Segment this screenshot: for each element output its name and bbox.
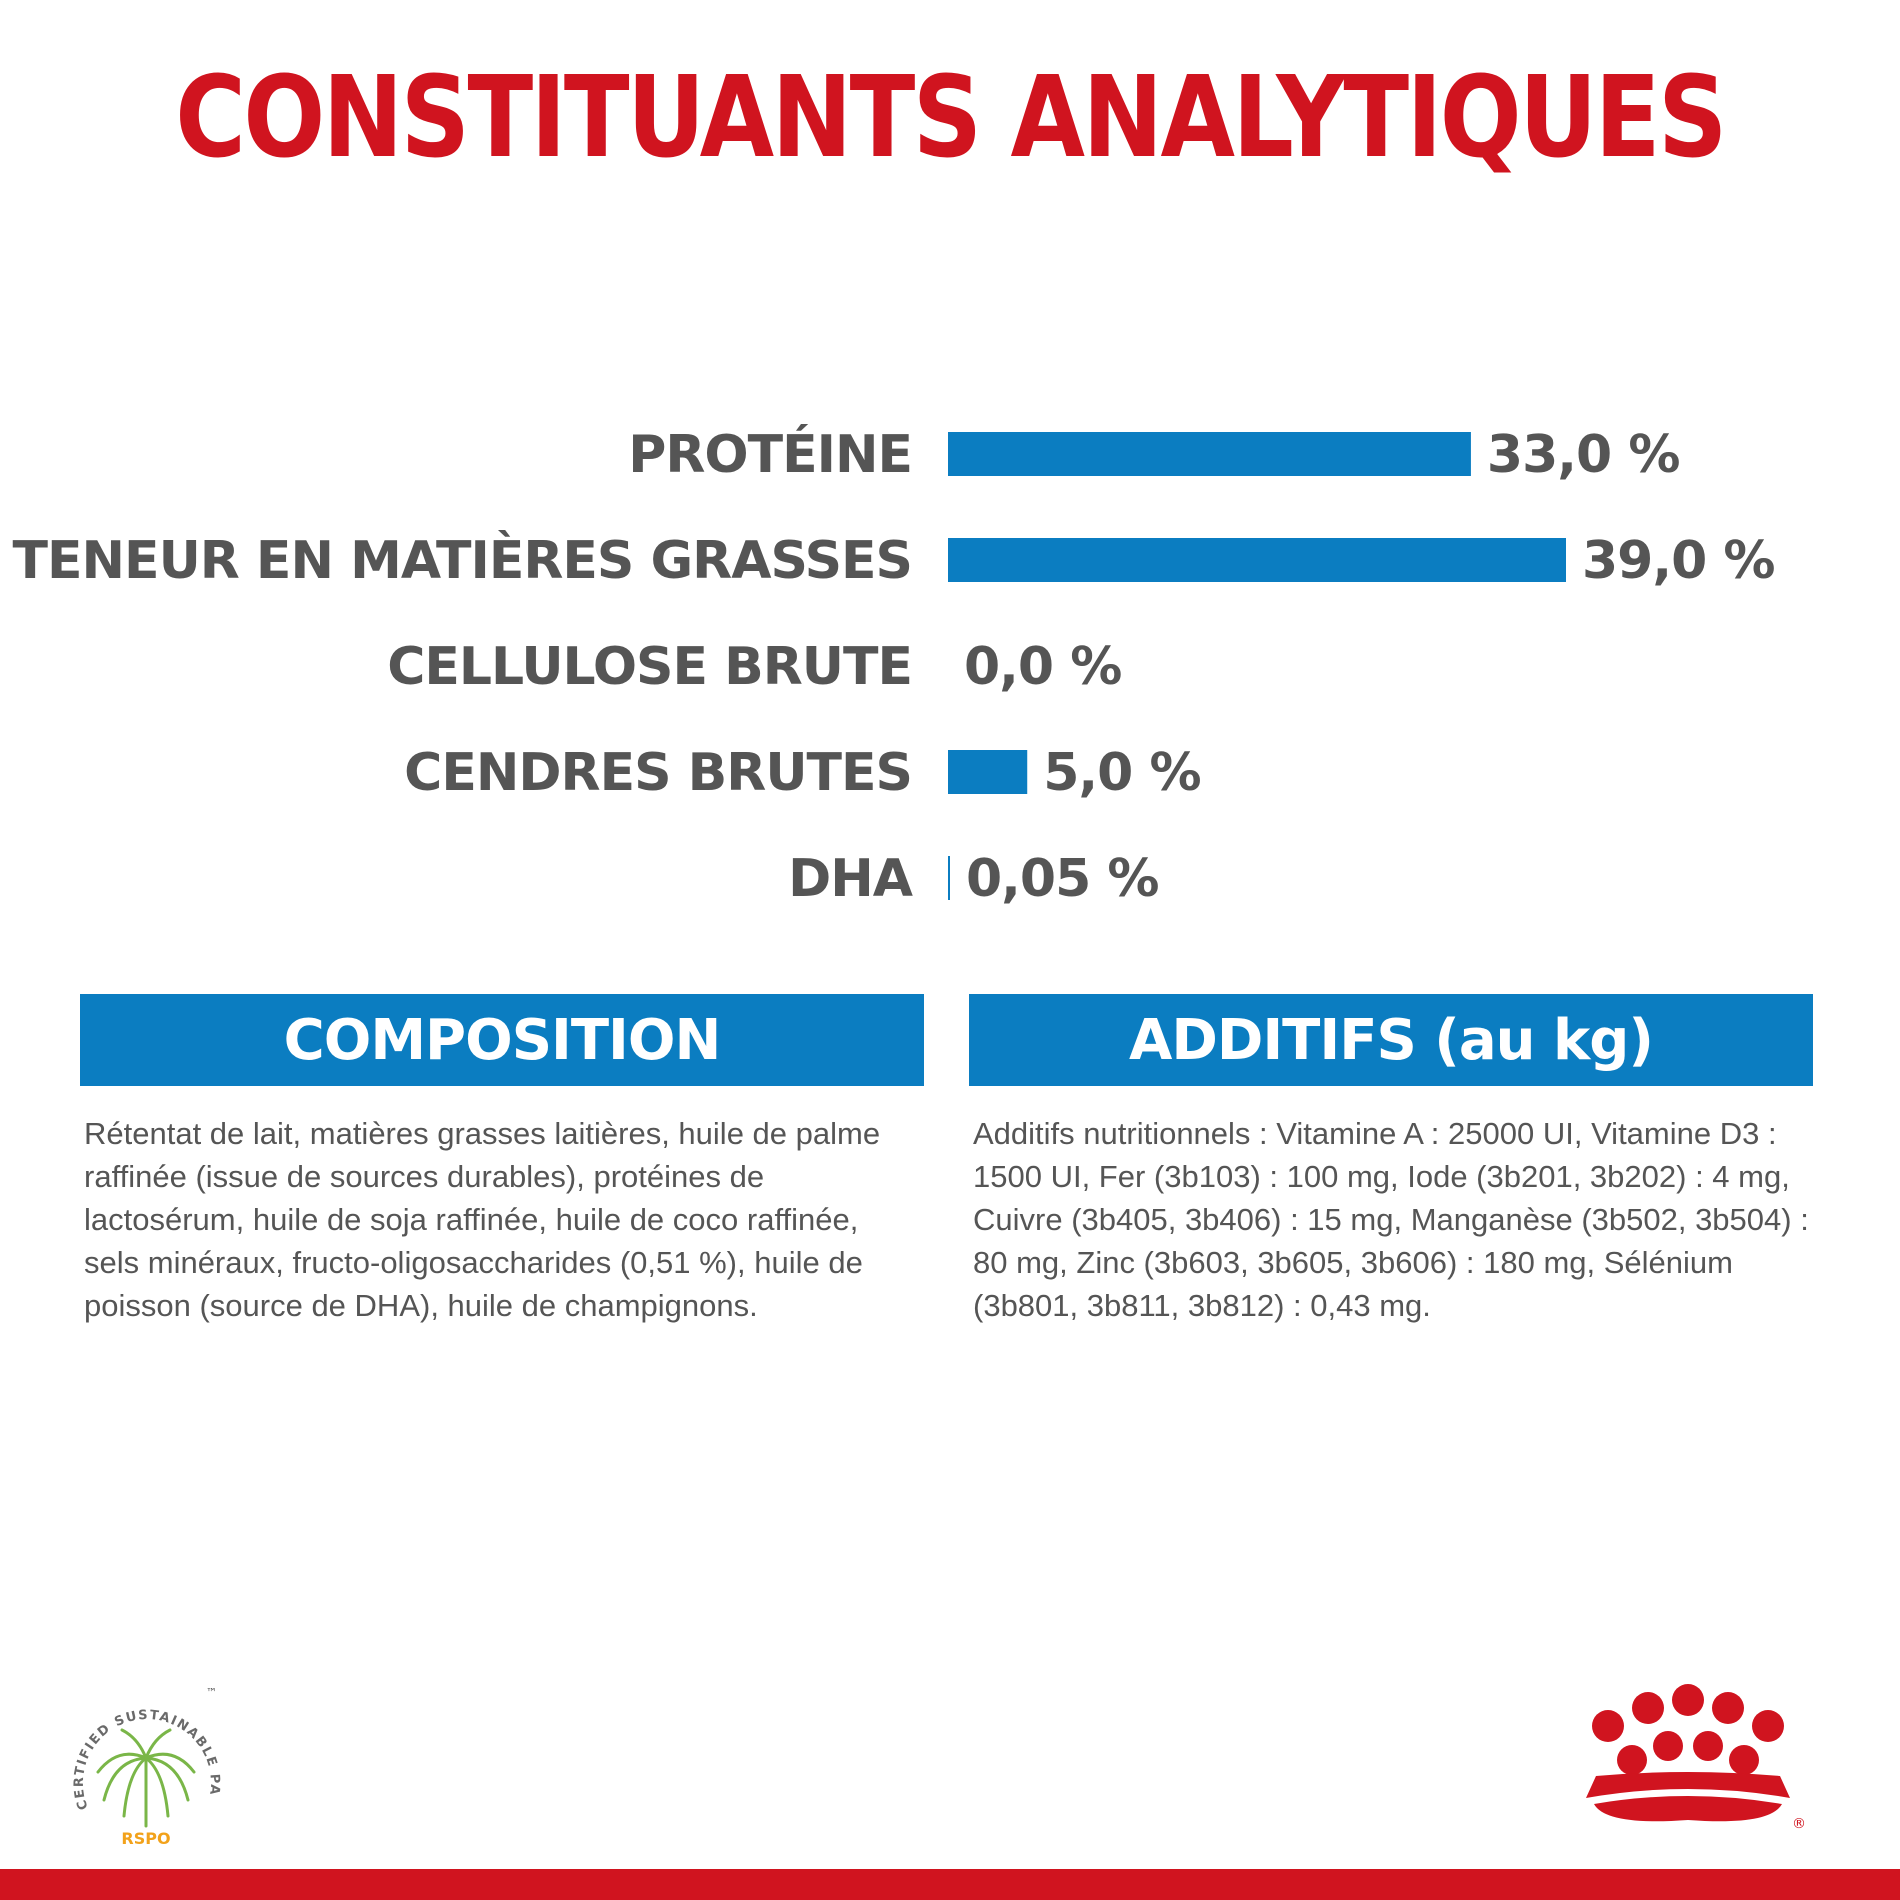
registered-mark: ® (1792, 1816, 1806, 1832)
palm-tree-icon (96, 1728, 196, 1828)
value-label: 33,0 % (1487, 425, 1680, 485)
page-title: CONSTITUANTS ANALYTIQUES (175, 53, 1727, 183)
category-label: CELLULOSE BRUTE (387, 637, 912, 697)
bottom-stripe (0, 1869, 1900, 1900)
category-label: DHA (788, 849, 913, 909)
rspo-tm: ™ (206, 1686, 217, 1699)
rspo-label: RSPO (121, 1829, 170, 1848)
bar (948, 538, 1566, 582)
value-label: 39,0 % (1582, 531, 1775, 591)
value-label: 0,05 % (966, 849, 1159, 909)
value-label: 0,0 % (964, 637, 1121, 697)
composition-text: Rétentat de lait, matières grasses laiti… (84, 1116, 881, 1323)
rspo-logo: CERTIFIED SUSTAINABLE PALM OIL ™ RSPO (56, 1676, 221, 1848)
value-label: 5,0 % (1043, 743, 1200, 803)
bar (948, 750, 1028, 794)
category-label: PROTÉINE (628, 424, 912, 485)
category-label: TENEUR EN MATIÈRES GRASSES (13, 530, 912, 591)
brand-crown-logo: ® (1586, 1684, 1806, 1832)
additifs-panel: ADDITIFS (au kg) Additifs nutritionnels … (969, 994, 1813, 1327)
bar (948, 856, 950, 900)
additifs-text: Additifs nutritionnels : Vitamine A : 25… (973, 1116, 1809, 1323)
additifs-header: ADDITIFS (au kg) (969, 994, 1813, 1086)
bar (948, 432, 1471, 476)
category-label: CENDRES BRUTES (404, 743, 912, 803)
composition-panel: COMPOSITION Rétentat de lait, matières g… (80, 994, 924, 1327)
composition-header: COMPOSITION (80, 994, 924, 1086)
